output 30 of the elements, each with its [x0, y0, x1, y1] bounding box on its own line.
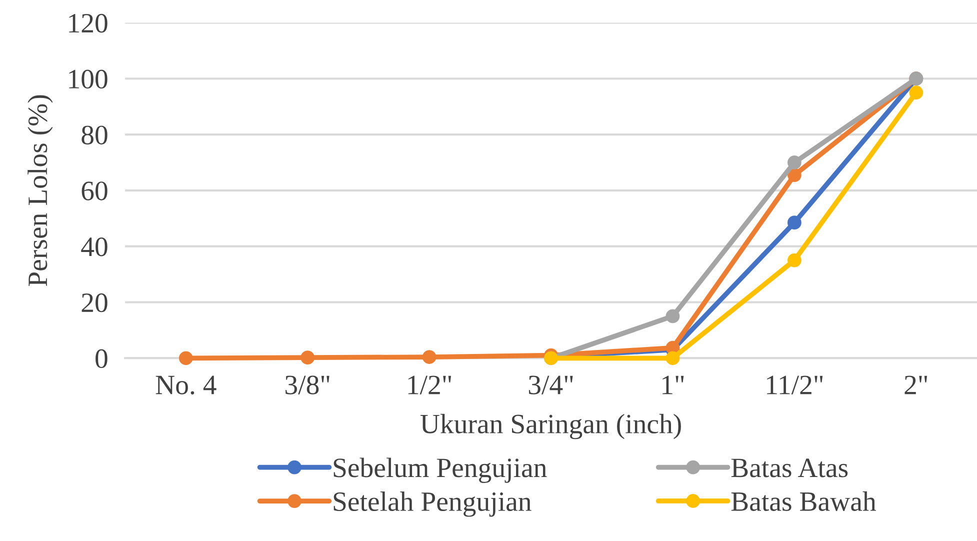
legend-label: Sebelum Pengujian: [334, 458, 547, 483]
point: [422, 350, 436, 364]
point: [787, 168, 802, 182]
point: [909, 86, 924, 100]
x-tick-label: No. 4: [156, 376, 216, 394]
point: [787, 156, 802, 170]
x-tick-label: 11/2": [767, 376, 823, 394]
legend-label: Batas Atas: [731, 458, 848, 478]
y-tick-label: 120: [69, 14, 108, 33]
y-tick-label: 100: [69, 70, 108, 89]
point: [178, 351, 193, 366]
point: [666, 309, 680, 324]
x-tick-label: 3/4": [528, 376, 573, 394]
point: [787, 216, 802, 230]
point: [666, 351, 680, 366]
y-axis-title: Persen Lolos (%): [28, 95, 53, 286]
y-tick-label: 60: [82, 182, 108, 200]
x-axis-title: Ukuran Saringan (inch): [420, 414, 681, 440]
x-tick-label: 1/2": [408, 376, 452, 394]
x-tick-label: 2": [904, 376, 928, 394]
y-tick-label: 0: [96, 349, 108, 368]
y-tick-label: 20: [82, 293, 108, 312]
y-tick-label: 80: [82, 126, 108, 144]
point: [300, 350, 315, 365]
legend-label: Batas Bawah: [731, 491, 876, 511]
legend-label: Setelah Pengujian: [334, 492, 532, 517]
point: [787, 253, 802, 268]
x-tick-label: 1": [662, 376, 684, 394]
x-tick-label: 3/8": [286, 376, 330, 394]
y-tick-label: 40: [81, 238, 108, 256]
